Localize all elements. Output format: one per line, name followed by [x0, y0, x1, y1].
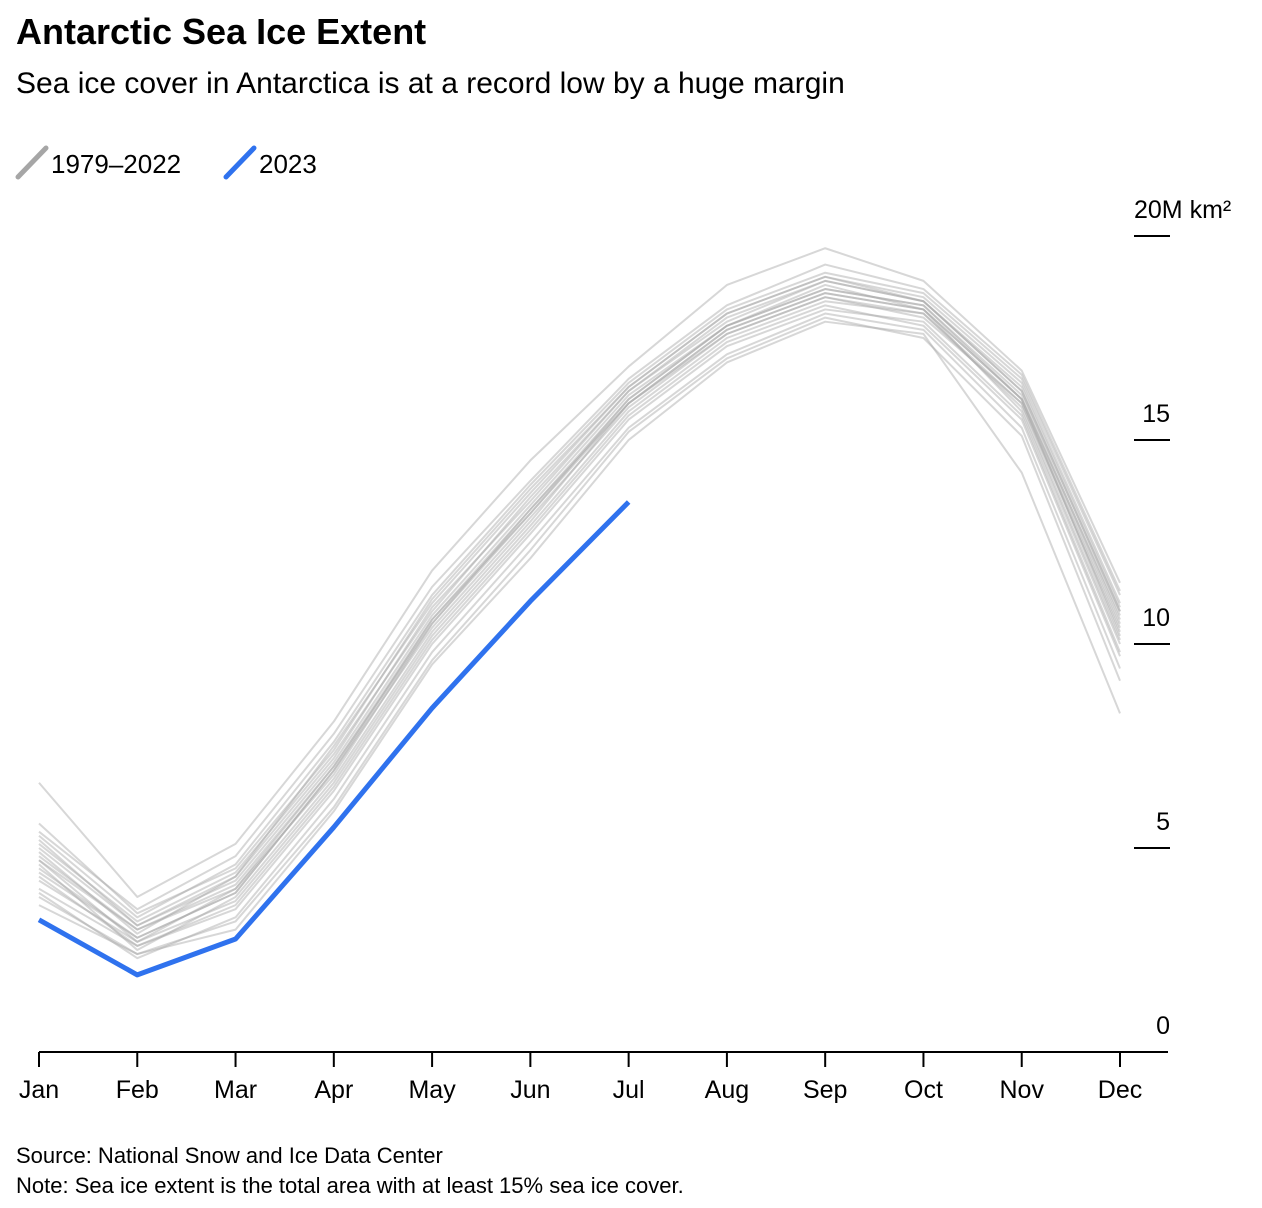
history-line	[38, 283, 1121, 927]
legend-swatch	[15, 145, 49, 180]
history-line	[38, 300, 1121, 943]
y-tick-label: 20M km²	[1134, 196, 1231, 224]
legend-label: 2023	[259, 149, 317, 179]
history-line	[38, 296, 1121, 931]
x-tick-label: May	[408, 1076, 456, 1104]
legend-swatch	[223, 145, 257, 180]
series-line	[37, 500, 631, 978]
history-line	[38, 292, 1121, 943]
history-line	[38, 275, 1121, 915]
y-tick-label: 10	[1142, 604, 1170, 632]
history-line	[38, 288, 1121, 939]
y-tick-label: 5	[1156, 808, 1170, 836]
note: Note: Sea ice extent is the total area w…	[16, 1173, 684, 1198]
x-tick-label: Jun	[510, 1076, 550, 1104]
x-tick-label: Sep	[803, 1076, 847, 1104]
x-tick-label: Oct	[904, 1076, 943, 1104]
history-line	[38, 275, 1121, 927]
x-tick-label: Dec	[1098, 1076, 1142, 1104]
history-line	[38, 296, 1121, 939]
history-line	[38, 263, 1121, 911]
x-tick-label: Apr	[314, 1076, 353, 1104]
history-line	[38, 320, 1121, 956]
chart-title: Antarctic Sea Ice Extent	[16, 11, 426, 52]
history-line	[38, 279, 1121, 935]
chart-subtitle: Sea ice cover in Antarctica is at a reco…	[16, 67, 845, 100]
history-line	[38, 308, 1121, 947]
history-line	[38, 288, 1121, 931]
legend-label: 1979–2022	[51, 149, 181, 179]
history-line	[38, 279, 1121, 923]
x-tick-label: Jan	[19, 1076, 59, 1104]
x-tick-label: Jul	[613, 1076, 645, 1104]
x-tick-label: Nov	[999, 1076, 1044, 1104]
history-line	[38, 271, 1121, 919]
y-tick-label: 0	[1156, 1012, 1170, 1040]
x-tick-label: Aug	[705, 1076, 749, 1104]
history-line	[38, 292, 1121, 951]
source: Source: National Snow and Ice Data Cente…	[16, 1143, 443, 1168]
history-line	[38, 312, 1121, 960]
x-tick-label: Mar	[214, 1076, 257, 1104]
history-line	[38, 304, 1121, 947]
x-tick-label: Feb	[116, 1076, 159, 1104]
y-tick-label: 15	[1142, 400, 1170, 428]
history-line	[38, 247, 1121, 898]
history-line	[38, 316, 1121, 956]
